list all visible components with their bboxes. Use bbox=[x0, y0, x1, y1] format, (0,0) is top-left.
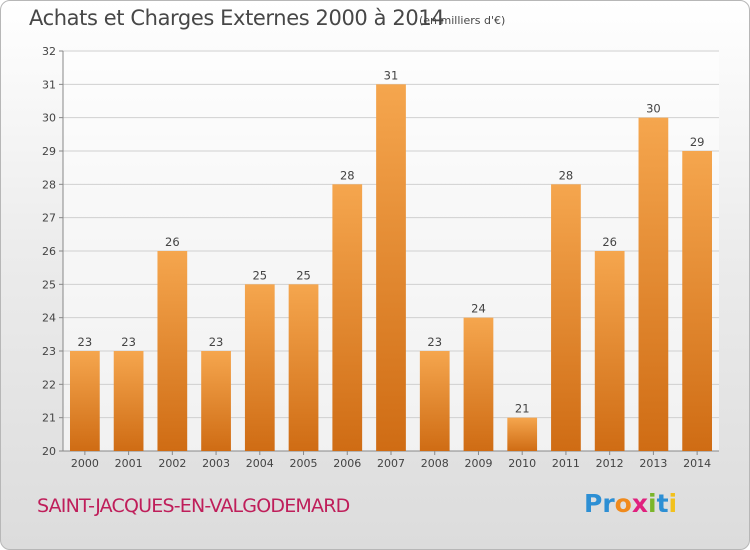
bar-2012 bbox=[594, 251, 625, 451]
x-tick-label: 2006 bbox=[333, 457, 361, 470]
y-tick-label: 29 bbox=[42, 145, 56, 158]
bar-2004 bbox=[244, 284, 275, 451]
bar-value-label: 26 bbox=[165, 235, 180, 249]
bar-2013 bbox=[638, 117, 669, 452]
x-tick-label: 2000 bbox=[71, 457, 99, 470]
bar-value-label: 23 bbox=[121, 335, 136, 349]
proxiti-logo: Proxiti bbox=[584, 489, 677, 518]
chart-unit-subtitle: (en milliers d'€) bbox=[419, 14, 506, 27]
logo-letter: i bbox=[668, 489, 678, 518]
bar-value-label: 25 bbox=[252, 268, 267, 282]
bar-2002 bbox=[157, 251, 188, 451]
x-tick-label: 2003 bbox=[202, 457, 230, 470]
y-tick-label: 21 bbox=[42, 412, 56, 425]
logo-letter: o bbox=[614, 489, 632, 518]
y-tick-label: 25 bbox=[42, 278, 56, 291]
y-tick-label: 23 bbox=[42, 345, 56, 358]
y-tick-label: 24 bbox=[42, 312, 56, 325]
x-tick-label: 2009 bbox=[464, 457, 492, 470]
y-tick-label: 20 bbox=[42, 445, 56, 458]
x-tick-label: 2014 bbox=[683, 457, 711, 470]
y-tick-label: 30 bbox=[42, 112, 56, 125]
y-tick-label: 28 bbox=[42, 178, 56, 191]
bar-2011 bbox=[551, 184, 581, 452]
bar-2000 bbox=[69, 351, 100, 451]
x-tick-label: 2002 bbox=[158, 457, 186, 470]
logo-letter: i bbox=[648, 489, 657, 518]
bar-2014 bbox=[682, 151, 713, 451]
bar-2010 bbox=[507, 417, 538, 451]
x-tick-label: 2010 bbox=[508, 457, 536, 470]
bar-value-label: 25 bbox=[296, 268, 311, 282]
bar-value-label: 30 bbox=[646, 102, 661, 116]
bar-2008 bbox=[419, 351, 450, 451]
bar-value-label: 21 bbox=[515, 402, 530, 416]
bar-value-label: 23 bbox=[78, 335, 93, 349]
x-tick-label: 2012 bbox=[596, 457, 624, 470]
x-tick-label: 2011 bbox=[552, 457, 580, 470]
bar-2009 bbox=[463, 317, 494, 451]
logo-letter: P bbox=[584, 489, 603, 518]
x-tick-label: 2007 bbox=[377, 457, 405, 470]
bar-value-label: 24 bbox=[471, 302, 486, 316]
chart-title: Achats et Charges Externes 2000 à 2014 bbox=[29, 6, 445, 30]
bar-2007 bbox=[376, 84, 406, 451]
y-tick-label: 32 bbox=[42, 45, 56, 58]
logo-letter: x bbox=[631, 489, 648, 518]
x-tick-label: 2008 bbox=[421, 457, 449, 470]
bar-value-label: 28 bbox=[340, 168, 355, 182]
logo-letter: t bbox=[656, 489, 669, 518]
y-tick-label: 22 bbox=[42, 378, 56, 391]
x-tick-label: 2004 bbox=[246, 457, 274, 470]
bar-2005 bbox=[288, 284, 319, 451]
bar-value-label: 26 bbox=[602, 235, 617, 249]
x-tick-label: 2013 bbox=[639, 457, 667, 470]
bar-2001 bbox=[113, 351, 144, 451]
bar-value-label: 28 bbox=[559, 168, 574, 182]
bar-2003 bbox=[201, 351, 231, 451]
bar-value-label: 31 bbox=[384, 68, 399, 82]
x-tick-label: 2001 bbox=[115, 457, 143, 470]
bar-value-label: 23 bbox=[427, 335, 442, 349]
bar-2006 bbox=[332, 184, 363, 452]
x-tick-label: 2005 bbox=[290, 457, 318, 470]
y-tick-label: 26 bbox=[42, 245, 56, 258]
bar-value-label: 29 bbox=[690, 135, 705, 149]
y-tick-label: 27 bbox=[42, 212, 56, 225]
commune-name: SAINT-JACQUES-EN-VALGODEMARD bbox=[37, 495, 350, 517]
y-tick-label: 31 bbox=[42, 78, 56, 91]
logo-letter: r bbox=[602, 489, 615, 518]
bar-value-label: 23 bbox=[209, 335, 224, 349]
